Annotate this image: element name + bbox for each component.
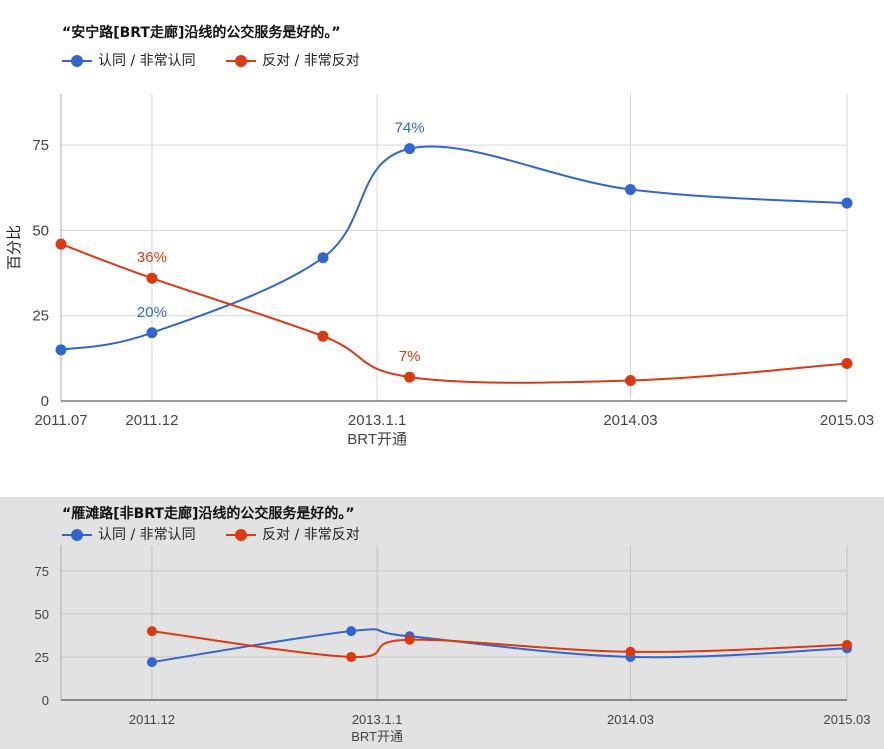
x-tick-label: 2015.03 bbox=[824, 712, 871, 727]
chart-panel-yantan: “雁滩路[非BRT走廊]沿线的公交服务是好的。” 认同 / 非常认同 反对 / … bbox=[0, 497, 884, 749]
data-point bbox=[346, 626, 357, 637]
data-point bbox=[317, 330, 329, 342]
legend-swatch-disagree bbox=[226, 55, 257, 67]
x-tick-label: 2011.12 bbox=[125, 412, 178, 429]
x-axis-annotation: BRT开通 bbox=[351, 729, 403, 744]
chart-title: “安宁路[BRT走廊]沿线的公交服务是好的。” bbox=[62, 25, 341, 41]
data-point bbox=[625, 646, 636, 657]
x-tick-label: 2014.03 bbox=[603, 412, 657, 429]
data-point bbox=[842, 639, 852, 650]
legend-item-agree[interactable]: 认同 / 非常认同 bbox=[62, 524, 196, 544]
x-tick-label: 2014.03 bbox=[607, 712, 654, 727]
data-point bbox=[624, 375, 636, 387]
y-tick-label: 50 bbox=[32, 222, 49, 239]
legend-label-agree: 认同 / 非常认同 bbox=[98, 527, 196, 543]
data-point bbox=[841, 357, 853, 369]
chart-panel-anning: “安宁路[BRT走廊]沿线的公交服务是好的。” 认同 / 非常认同 反对 / 非… bbox=[6, 25, 875, 448]
x-axis-annotation: BRT开通 bbox=[347, 431, 407, 448]
series-line-0 bbox=[60, 145, 848, 351]
series-line-1 bbox=[60, 243, 848, 384]
legend-label-agree: 认同 / 非常认同 bbox=[98, 53, 196, 69]
x-tick-label: 2015.03 bbox=[820, 412, 874, 429]
data-label: 20% bbox=[137, 304, 167, 321]
data-point bbox=[55, 344, 67, 356]
y-tick-label: 75 bbox=[32, 137, 49, 154]
y-tick-label: 75 bbox=[35, 564, 49, 579]
legend-label-disagree: 反对 / 非常反对 bbox=[262, 53, 360, 69]
data-label: 7% bbox=[399, 348, 421, 365]
line-chart-anning: 0 25 50 75 2011.07 2011.12 2013.1.1 2014.03 2015… bbox=[6, 94, 874, 448]
x-tick-label: 2011.07 bbox=[34, 412, 87, 429]
y-tick-label: 0 bbox=[42, 693, 49, 708]
chart-legend: 认同 / 非常认同 反对 / 非常反对 bbox=[62, 50, 386, 70]
legend-item-disagree[interactable]: 反对 / 非常反对 bbox=[226, 50, 360, 70]
legend-swatch-agree bbox=[62, 529, 92, 541]
legend-item-agree[interactable]: 认同 / 非常认同 bbox=[62, 50, 196, 70]
data-point bbox=[146, 272, 158, 284]
legend-item-disagree[interactable]: 反对 / 非常反对 bbox=[226, 524, 360, 544]
data-label: 36% bbox=[137, 249, 167, 266]
line-chart-yantan: 0 25 50 75 2011.12 2013.1.1 2014.03 2015.03 BRT开… bbox=[35, 545, 871, 744]
data-point bbox=[404, 634, 415, 645]
series-line-1 bbox=[151, 630, 848, 658]
chart-title: “雁滩路[非BRT走廊]沿线的公交服务是好的。” bbox=[62, 506, 355, 522]
data-point bbox=[146, 327, 158, 339]
legend-label-disagree: 反对 / 非常反对 bbox=[262, 527, 360, 543]
data-point bbox=[404, 143, 416, 155]
data-point bbox=[624, 184, 636, 196]
series-line-0 bbox=[151, 628, 848, 664]
data-point bbox=[841, 197, 853, 209]
legend-swatch-agree bbox=[62, 55, 92, 67]
legend-swatch-disagree bbox=[226, 529, 257, 541]
data-point bbox=[146, 657, 157, 668]
chart-legend: 认同 / 非常认同 反对 / 非常反对 bbox=[62, 524, 386, 544]
data-point bbox=[404, 371, 416, 383]
data-point bbox=[346, 651, 357, 662]
y-tick-label: 0 bbox=[41, 393, 49, 410]
data-point bbox=[146, 626, 157, 637]
data-label: 74% bbox=[395, 120, 425, 137]
y-tick-label: 25 bbox=[35, 650, 49, 665]
x-tick-label: 2011.12 bbox=[129, 712, 175, 727]
y-tick-label: 25 bbox=[32, 308, 49, 325]
y-tick-label: 50 bbox=[35, 607, 49, 622]
x-tick-label: 2013.1.1 bbox=[348, 412, 406, 429]
data-point bbox=[55, 238, 67, 250]
y-axis-label: 百分比 bbox=[6, 225, 23, 270]
data-point bbox=[317, 252, 329, 264]
x-tick-label: 2013.1.1 bbox=[352, 712, 403, 727]
